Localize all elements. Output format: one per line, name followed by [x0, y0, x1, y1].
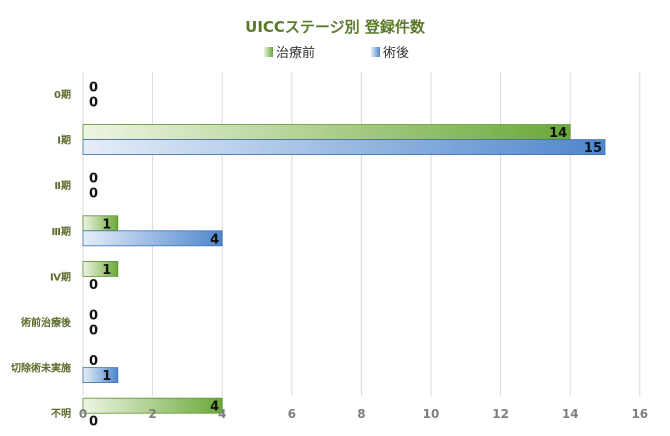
- data-label: 0: [89, 415, 98, 430]
- bar-pre-treatment: [82, 260, 119, 277]
- x-tick-label: 16: [631, 407, 648, 421]
- bar-post-surgery: [82, 230, 223, 247]
- data-label: 1: [102, 263, 111, 278]
- category-label: 術前治療後: [20, 316, 72, 329]
- chart-title: UICCステージ別 登録件数: [245, 18, 426, 36]
- x-tick-label: 0: [79, 407, 87, 421]
- legend-swatch-pre: [264, 47, 273, 57]
- x-tick-label: 12: [492, 407, 509, 421]
- data-label: 15: [584, 141, 602, 156]
- x-tick-label: 10: [423, 407, 440, 421]
- data-label: 0: [89, 278, 98, 293]
- bars: [82, 124, 606, 414]
- data-label: 1: [102, 369, 111, 384]
- bar-pre-treatment: [82, 124, 571, 140]
- category-label: 不明: [51, 408, 71, 420]
- data-label: 0: [89, 309, 98, 324]
- bar-post-surgery: [82, 367, 119, 384]
- x-tick-label: 14: [562, 407, 579, 421]
- legend-swatch-post: [371, 47, 380, 57]
- x-tick-label: 4: [218, 407, 226, 421]
- data-label: 0: [89, 81, 98, 96]
- value-axis: 0 2 4 6 8 10 12 14 16: [79, 407, 648, 421]
- x-tick-label: 6: [288, 407, 296, 421]
- data-label: 0: [89, 324, 98, 339]
- data-label: 4: [210, 400, 219, 415]
- category-label: 0期: [54, 88, 71, 101]
- data-label: 0: [89, 172, 98, 187]
- bar-post-surgery: [82, 139, 606, 156]
- bar-pre-treatment: [82, 397, 223, 414]
- legend-label-post: 術後: [383, 46, 409, 61]
- legend-label-pre: 治療前: [276, 45, 315, 61]
- data-label: 0: [89, 187, 98, 202]
- data-label: 4: [210, 232, 219, 247]
- data-label: 1: [102, 217, 111, 232]
- data-label: 0: [89, 96, 98, 111]
- category-label: Ⅰ期: [57, 134, 71, 147]
- category-label: Ⅱ期: [54, 179, 71, 192]
- legend: 治療前 術後: [264, 45, 409, 61]
- category-label: 切除術未実施: [11, 362, 71, 375]
- category-label: Ⅲ期: [52, 225, 71, 238]
- data-label: 14: [549, 126, 567, 141]
- bar-pre-treatment: [82, 215, 119, 232]
- x-tick-label: 8: [357, 407, 365, 421]
- data-label: 0: [89, 354, 98, 369]
- x-tick-label: 2: [148, 407, 156, 421]
- category-label: Ⅳ期: [50, 270, 71, 283]
